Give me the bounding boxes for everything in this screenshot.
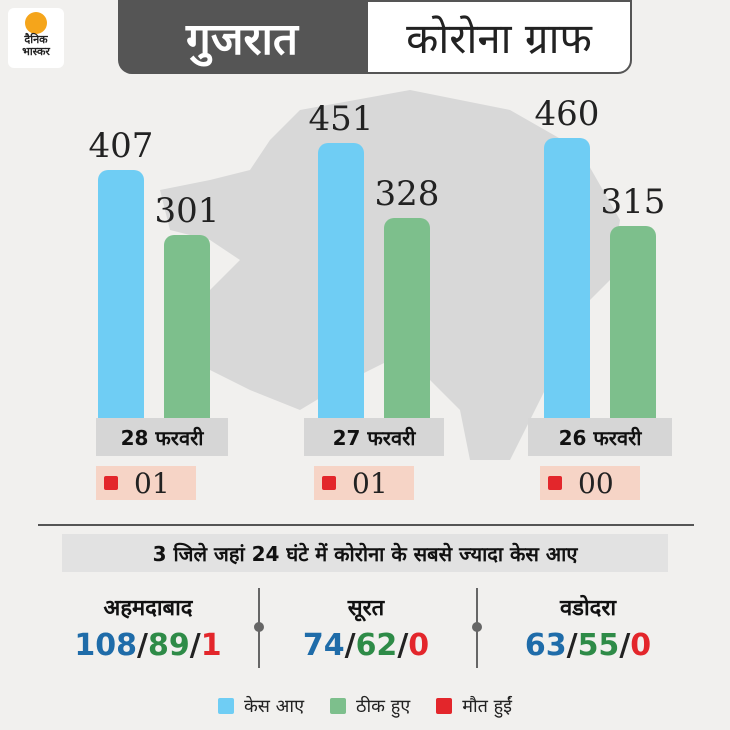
recovered-bar — [164, 234, 210, 418]
death-square-icon — [322, 476, 336, 490]
district-name: सूरत — [347, 596, 385, 621]
cases-bar — [544, 137, 590, 418]
recovered-bar — [610, 226, 656, 418]
death-count: 01 — [134, 466, 170, 500]
district-separator — [254, 588, 264, 668]
recovered-value-label: 328 — [374, 174, 440, 215]
legend-label: केस आए — [243, 696, 305, 717]
district-recovered: 62 — [355, 628, 398, 663]
legend-label: ठीक हुए — [356, 696, 411, 717]
district-vadodara: वडोदरा 63/55/0 — [488, 592, 688, 663]
legend-item-deaths: मौत हुईं — [436, 694, 512, 718]
cases-bar — [318, 143, 364, 418]
district-deaths: 1 — [200, 628, 222, 663]
district-cases: 74 — [302, 628, 345, 663]
cases-value-label: 407 — [88, 126, 154, 167]
death-count-box: 00 — [540, 466, 640, 500]
legend-item-cases: केस आए — [217, 694, 305, 718]
district-recovered: 55 — [577, 628, 620, 663]
recovered-value-label: 301 — [154, 190, 220, 231]
district-cases: 63 — [524, 628, 567, 663]
logo-line1: दैनिक — [24, 33, 48, 46]
legend-swatch — [436, 698, 453, 714]
district-stats: 74/62/0 — [302, 628, 430, 663]
district-name: वडोदरा — [559, 596, 617, 621]
district-name: अहमदाबाद — [103, 596, 193, 621]
district-ahmedabad: अहमदाबाद 108/89/1 — [48, 592, 248, 663]
date-label: 28 फरवरी — [96, 418, 228, 456]
death-count: 01 — [352, 466, 388, 500]
date-label: 27 फरवरी — [304, 418, 444, 456]
districts-subtitle: 3 जिले जहां 24 घंटे में कोरोना के सबसे ज… — [62, 534, 668, 572]
date-label: 26 फरवरी — [528, 418, 672, 456]
dainik-bhaskar-logo: दैनिक भास्कर — [8, 8, 64, 68]
sun-icon — [25, 12, 47, 34]
district-stats: 108/89/1 — [74, 628, 222, 663]
death-square-icon — [548, 476, 562, 490]
cases-bar — [98, 170, 144, 418]
death-count: 00 — [578, 466, 614, 500]
district-deaths: 0 — [630, 628, 652, 663]
district-cases: 108 — [74, 628, 138, 663]
death-count-box: 01 — [314, 466, 414, 500]
district-separator — [472, 588, 482, 668]
legend-label: मौत हुईं — [462, 696, 513, 717]
logo-line2: भास्कर — [22, 45, 50, 58]
death-square-icon — [104, 476, 118, 490]
district-recovered: 89 — [148, 628, 190, 663]
legend-swatch — [217, 698, 234, 714]
recovered-value-label: 315 — [600, 182, 666, 223]
district-surat: सूरत 74/62/0 — [266, 592, 466, 663]
header-title: कोरोना ग्राफ — [366, 0, 632, 74]
cases-value-label: 460 — [534, 93, 600, 134]
cases-value-label: 451 — [308, 99, 374, 140]
header-state: गुजरात — [118, 0, 366, 74]
district-deaths: 0 — [408, 628, 430, 663]
legend-swatch — [330, 698, 347, 714]
legend-item-recovered: ठीक हुए — [330, 694, 410, 718]
recovered-bar — [384, 218, 430, 418]
death-count-box: 01 — [96, 466, 196, 500]
district-stats: 63/55/0 — [524, 628, 652, 663]
section-divider — [38, 524, 694, 526]
legend: केस आए ठीक हुए मौत हुईं — [0, 694, 730, 718]
